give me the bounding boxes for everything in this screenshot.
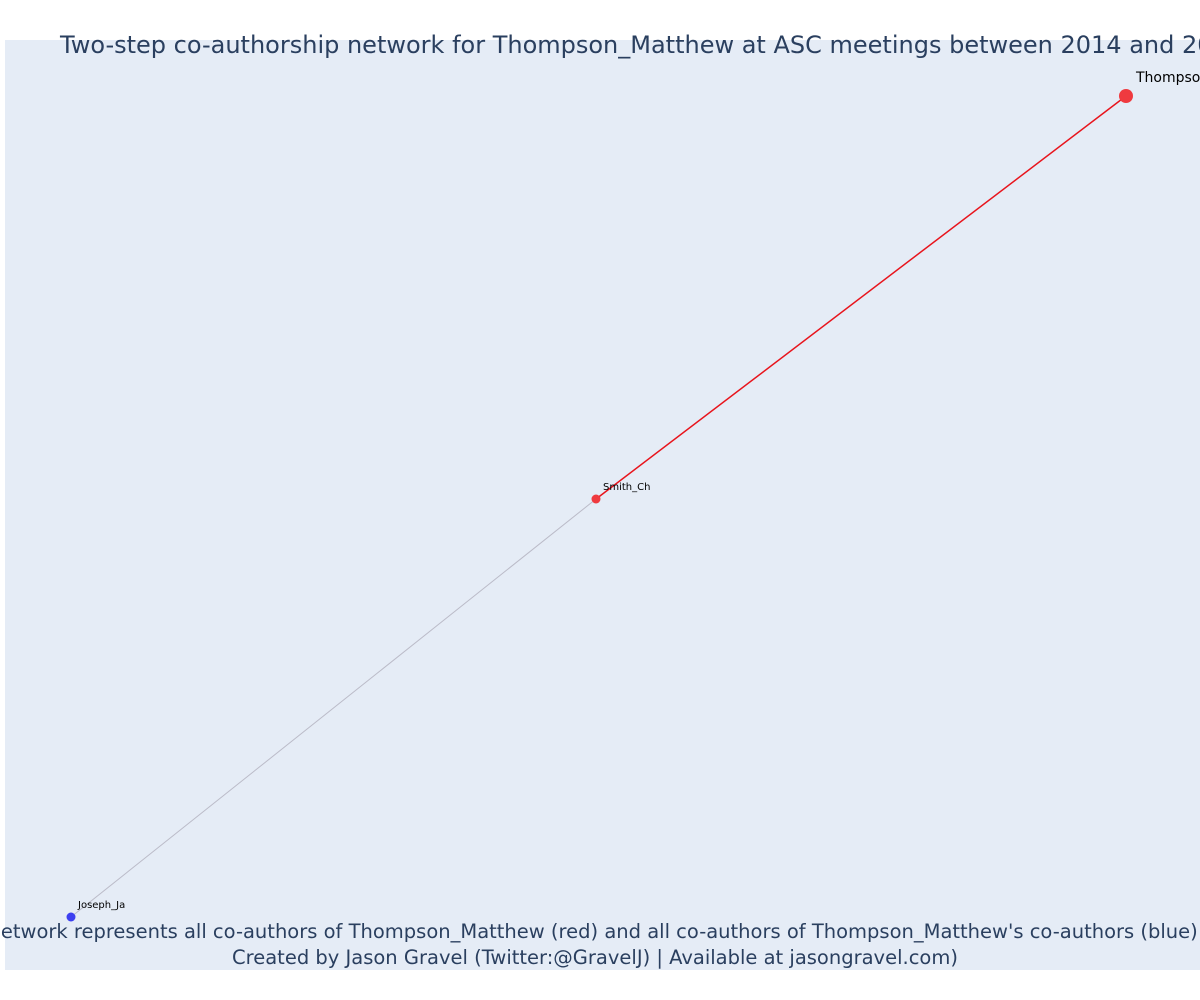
node-label: Smith_Ch — [603, 482, 650, 493]
edge — [595, 95, 1127, 500]
node[interactable] — [591, 494, 601, 504]
node[interactable] — [1119, 89, 1133, 103]
plot-background — [5, 40, 1200, 970]
node-label: Thompson_Ma — [1135, 70, 1200, 86]
footer-note: Network represents all co-authors of Tho… — [0, 920, 1198, 943]
node[interactable] — [66, 912, 76, 922]
footer-credit: Created by Jason Gravel (Twitter:@Gravel… — [232, 946, 958, 969]
edge — [70, 498, 597, 918]
chart-title: Two-step co-authorship network for Thomp… — [59, 31, 1200, 59]
node-label: Joseph_Ja — [77, 900, 125, 911]
